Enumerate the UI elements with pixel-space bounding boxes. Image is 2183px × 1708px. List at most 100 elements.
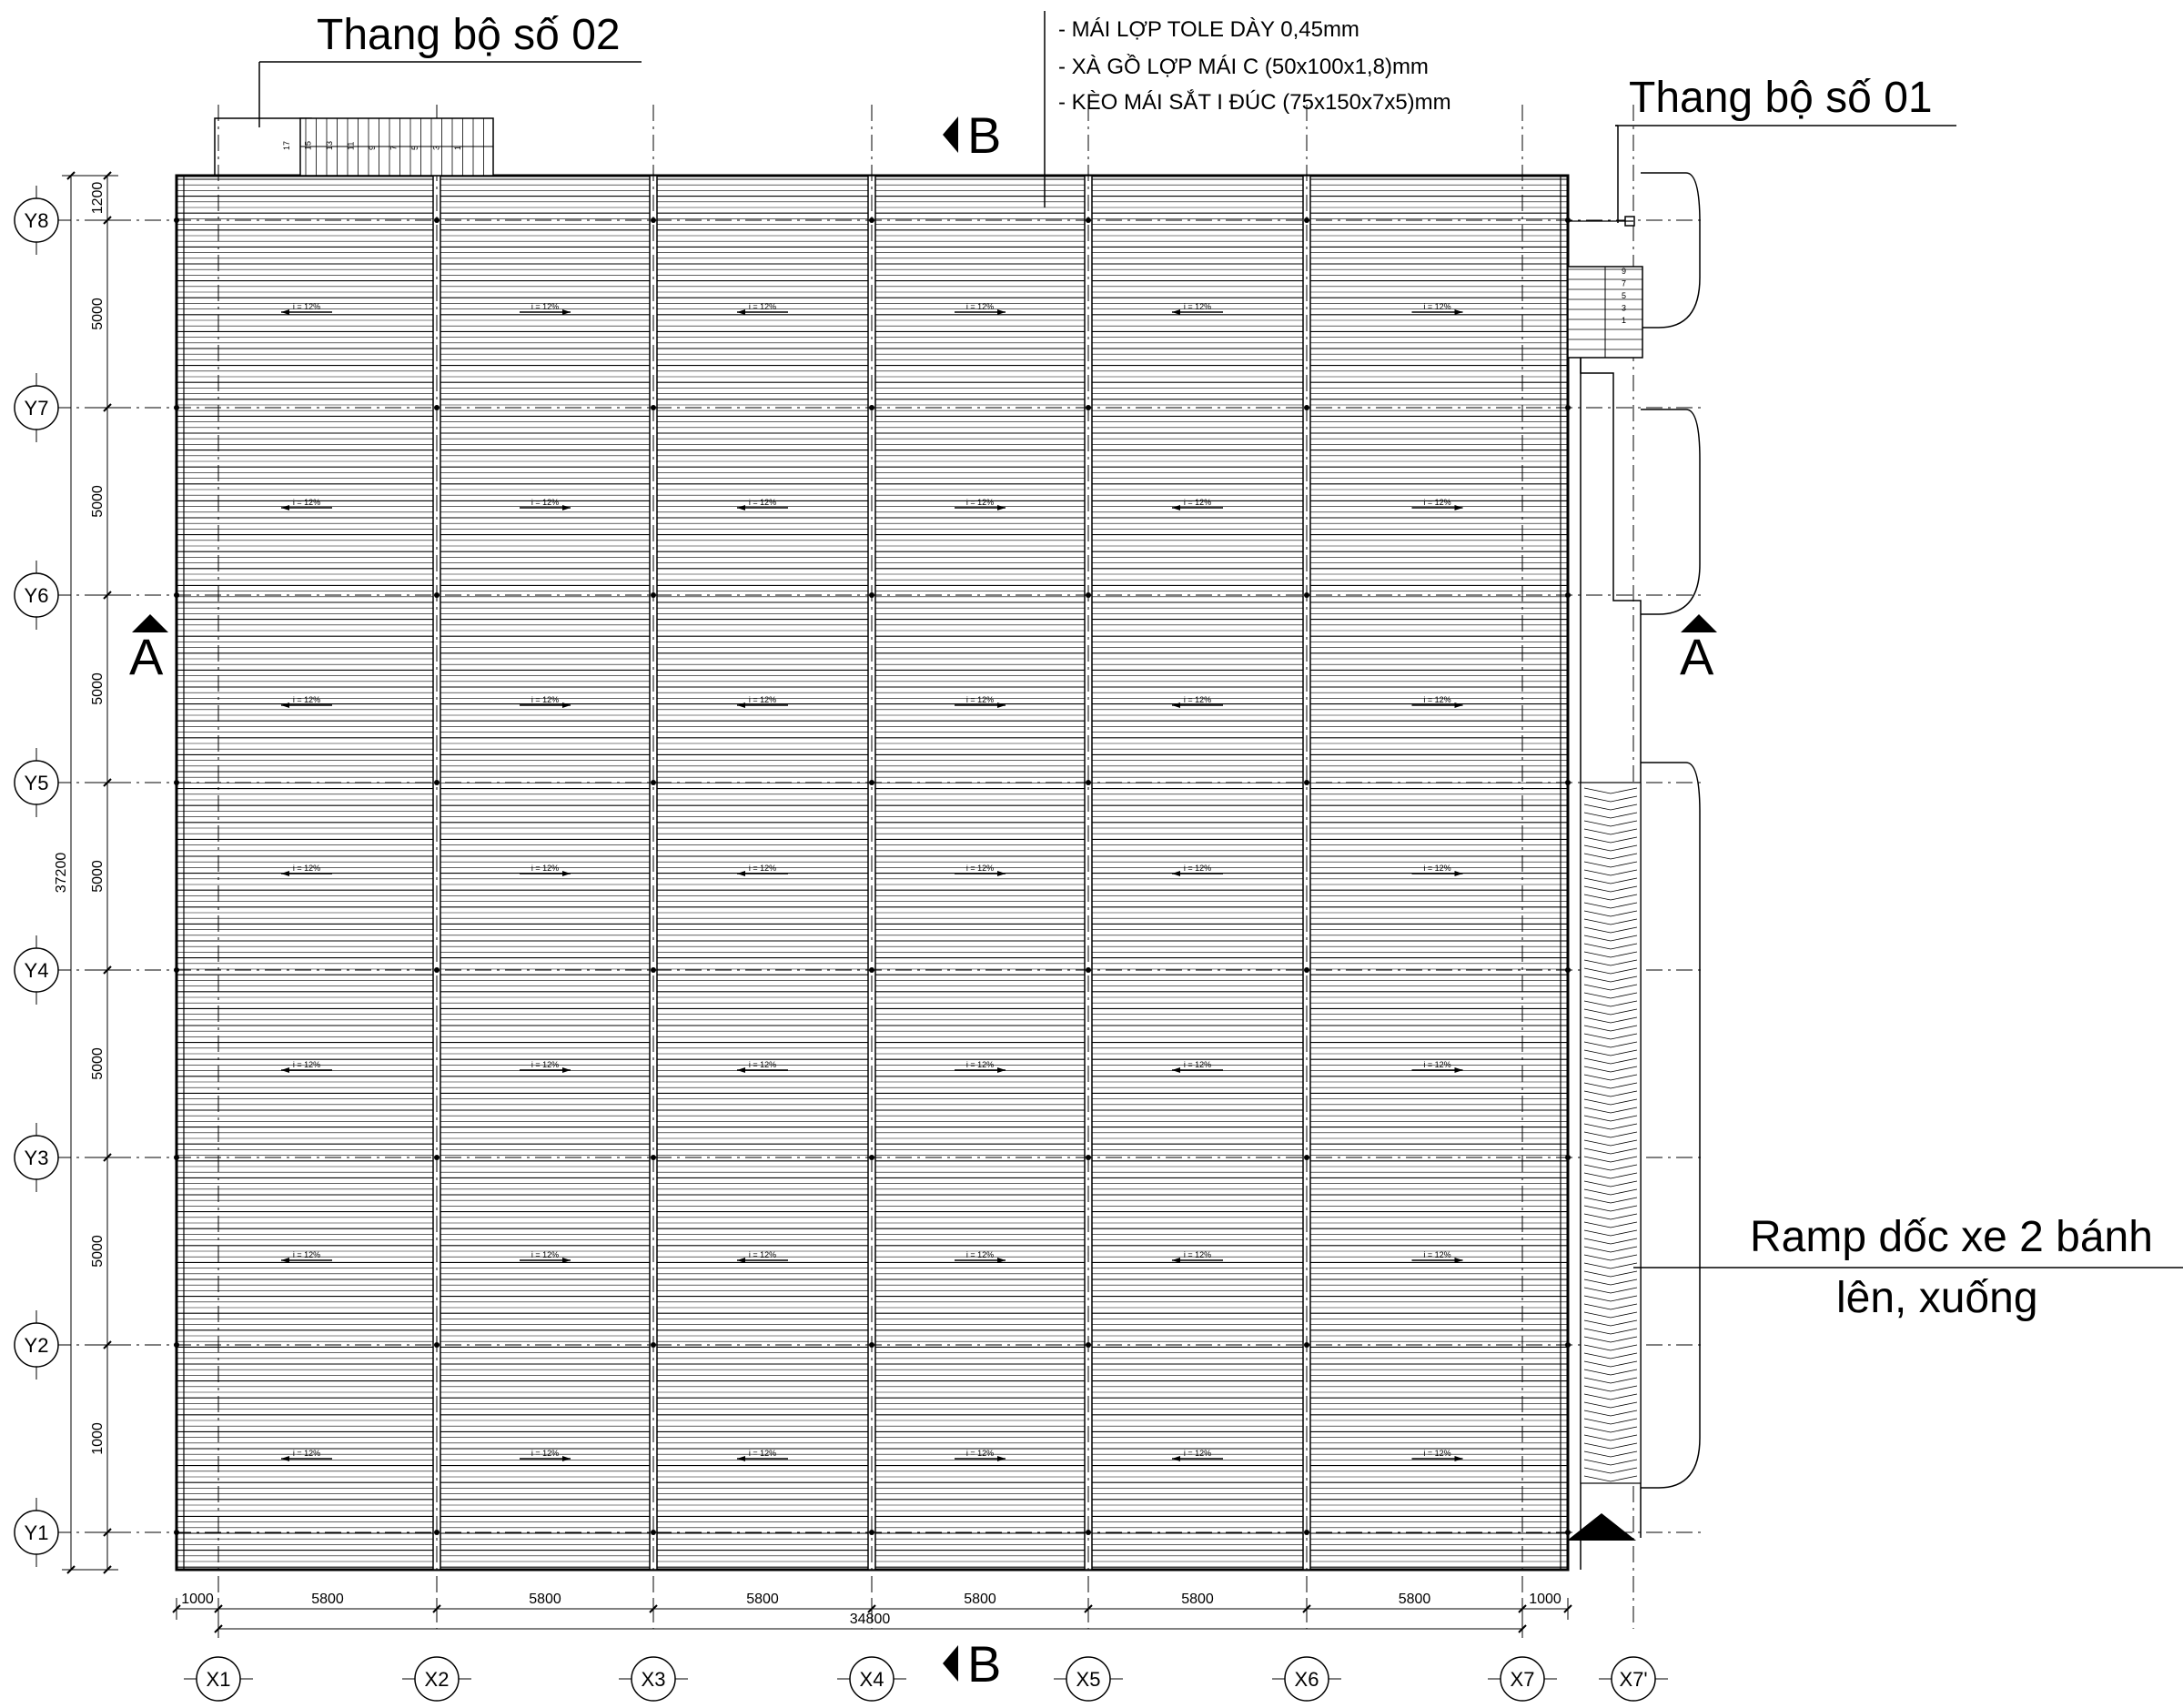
dim-bottom-value: 5800 <box>746 1592 779 1607</box>
stair-02-step-number: 9 <box>368 146 377 150</box>
ramp-hatch <box>1583 1147 1638 1155</box>
slope-arrow-head <box>562 1258 571 1263</box>
grid-bubble-label: Y7 <box>25 397 49 419</box>
slope-label: i = 12% <box>966 864 994 873</box>
ramp-hatch <box>1583 1319 1638 1327</box>
column-node <box>651 217 656 223</box>
column-node <box>1565 217 1571 223</box>
dim-bottom-value: 1000 <box>1529 1592 1561 1607</box>
slope-arrow-head <box>997 505 1006 510</box>
slope-arrow-head <box>1454 702 1463 708</box>
slope-label: i = 12% <box>1423 1250 1450 1259</box>
column-node <box>434 1342 440 1348</box>
slope-label: i = 12% <box>966 302 994 311</box>
ramp-hatch <box>1583 861 1638 868</box>
ramp-direction-marker <box>1567 1513 1636 1541</box>
column-node <box>869 1342 874 1348</box>
slope-arrow-head <box>281 871 289 876</box>
slope-label: i = 12% <box>531 498 559 507</box>
column-node <box>1086 1155 1091 1160</box>
column-node <box>174 592 179 598</box>
section-b-top-marker <box>943 116 958 153</box>
grid-bubble-y4 <box>14 947 59 993</box>
grid-bubble-label: Y3 <box>25 1147 49 1169</box>
dimension-lines: 1000 5800 5800 5800 5800 5800 5800 1000 34800 120… <box>54 171 1572 1638</box>
dim-bottom-value: 5800 <box>1399 1592 1431 1607</box>
dim-slash <box>103 403 112 412</box>
column-node <box>869 405 874 410</box>
slope-arrow-head <box>1172 1258 1180 1263</box>
slope-arrow-head <box>281 309 289 315</box>
slope-label: i = 12% <box>1184 302 1211 311</box>
ramp-hatch <box>1583 836 1638 844</box>
slope-label: i = 12% <box>531 302 559 311</box>
slope-label: i = 12% <box>749 864 776 873</box>
slope-arrow-head <box>1454 505 1463 510</box>
dim-slash <box>172 1604 181 1613</box>
column-node <box>174 1342 179 1348</box>
ramp-hatch <box>1583 1418 1638 1425</box>
ramp-hatch <box>1583 1278 1638 1286</box>
slope-label: i = 12% <box>1184 1449 1211 1458</box>
ramp-hatch <box>1583 894 1638 901</box>
slope-arrow-head <box>1454 1067 1463 1073</box>
ramp-hatch <box>1583 812 1638 819</box>
slope-arrow-head <box>997 871 1006 876</box>
ramp-hatch <box>1583 853 1638 860</box>
slope-arrow-head <box>997 1456 1006 1461</box>
ramp-hatch <box>1583 984 1638 991</box>
column-node <box>434 780 440 785</box>
dim-slash <box>1302 1604 1311 1613</box>
right-edge-curve <box>1641 409 1701 615</box>
ramp-hatch <box>1583 1082 1638 1089</box>
ramp-hatch <box>1583 1369 1638 1376</box>
slope-arrow-head <box>281 505 289 510</box>
column-node <box>1086 592 1091 598</box>
ramp-hatch <box>1583 1475 1638 1482</box>
dim-left-value: 5000 <box>90 298 106 330</box>
grid-bubble-x3 <box>631 1656 676 1702</box>
dim-left-value: 1000 <box>90 1422 106 1455</box>
ramp-hatch <box>1583 1213 1638 1220</box>
slope-arrow-head <box>1172 702 1180 708</box>
stair-01-step-number: 7 <box>1622 279 1626 288</box>
ramp-hatch <box>1583 1041 1638 1048</box>
dim-slash <box>1518 1624 1527 1633</box>
slope-arrow-head <box>562 505 571 510</box>
grid-bubbles: X1 X2 X3 X4 X5 X6 X7 X7' Y8 Y7 Y6 Y5 Y4 Y3 Y2 Y1 <box>14 186 1668 1702</box>
ramp-hatch <box>1583 1016 1638 1024</box>
grid-bubble-x5 <box>1066 1656 1111 1702</box>
stair-01-step-number: 1 <box>1622 316 1626 325</box>
slope-label: i = 12% <box>749 1250 776 1259</box>
column-node <box>869 1155 874 1160</box>
ramp-hatch <box>1583 1123 1638 1130</box>
ramp-hatch <box>1583 1262 1638 1269</box>
ramp-hatch <box>1583 902 1638 909</box>
slope-label: i = 12% <box>749 695 776 704</box>
section-a-left-label: A <box>129 628 164 685</box>
slope-label: i = 12% <box>966 695 994 704</box>
column-node <box>174 780 179 785</box>
grid-bubble-y1 <box>14 1510 59 1555</box>
ramp-hatch <box>1583 1311 1638 1319</box>
column-node <box>1086 217 1091 223</box>
ramp-hatch <box>1583 975 1638 983</box>
ramp-hatch <box>1583 1098 1638 1106</box>
slope-arrow-head <box>997 1067 1006 1073</box>
column-node <box>174 1155 179 1160</box>
dim-bottom-value: 1000 <box>181 1592 214 1607</box>
slope-arrow-head <box>281 1067 289 1073</box>
ramp-hatch <box>1583 1303 1638 1310</box>
slope-label: i = 12% <box>293 1250 320 1259</box>
column-node <box>869 592 874 598</box>
dim-bottom-value: 5800 <box>964 1592 996 1607</box>
column-node <box>1565 1342 1571 1348</box>
grid-bubble-label: X5 <box>1076 1668 1101 1691</box>
section-b-top-label: B <box>967 106 1001 164</box>
column-node <box>1086 780 1091 785</box>
slope-label: i = 12% <box>966 498 994 507</box>
grid-bubble-label: X6 <box>1295 1668 1319 1691</box>
slope-arrow-head <box>1172 871 1180 876</box>
slope-arrow-head <box>997 1258 1006 1263</box>
column-node <box>1304 780 1309 785</box>
